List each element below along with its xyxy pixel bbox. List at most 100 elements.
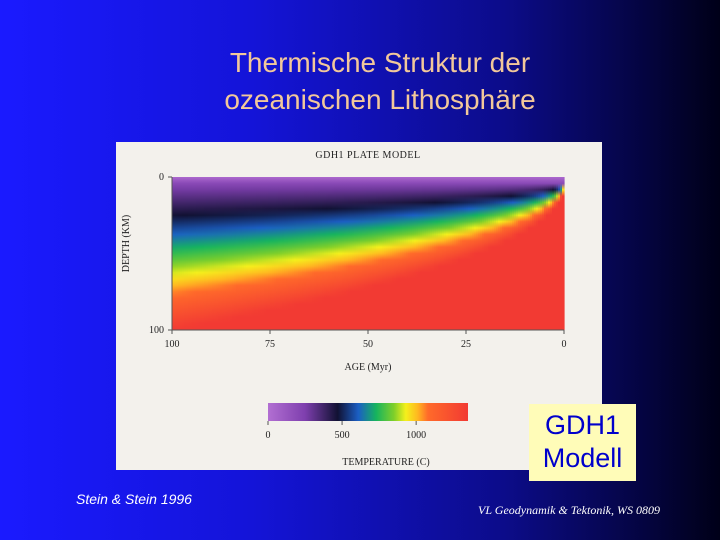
heatmap-column (450, 177, 453, 330)
heatmap-column (314, 177, 317, 330)
heatmap-column (384, 177, 387, 330)
heatmap-column (234, 177, 237, 330)
heatmap-column (494, 177, 497, 330)
heatmap-column (382, 177, 385, 330)
heatmap-column (518, 177, 521, 330)
heatmap-column (188, 177, 191, 330)
label-line-2: Modell (542, 443, 623, 473)
heatmap-column (206, 177, 209, 330)
x-tick-label: 50 (363, 339, 373, 350)
heatmap-column (516, 177, 519, 330)
heatmap-column (528, 177, 531, 330)
heatmap-column (344, 177, 347, 330)
heatmap-column (408, 177, 411, 330)
heatmap-column (508, 177, 511, 330)
heatmap-column (406, 177, 409, 330)
heatmap-column (544, 177, 547, 330)
heatmap-column (230, 177, 233, 330)
heatmap-column (546, 177, 549, 330)
heatmap-column (178, 177, 181, 330)
heatmap-column (432, 177, 435, 330)
heatmap-column (536, 177, 539, 330)
heatmap-column (172, 177, 175, 330)
heatmap-column (504, 177, 507, 330)
heatmap-column (458, 177, 461, 330)
heatmap-column (294, 177, 297, 330)
heatmap-column (468, 177, 471, 330)
heatmap-column (180, 177, 183, 330)
heatmap-column (424, 177, 427, 330)
heatmap-column (246, 177, 249, 330)
heatmap-column (482, 177, 485, 330)
gdh1-figure: GDH1 PLATE MODEL 100 75 50 25 0 0 100 AGE (Myr) D… (116, 142, 602, 470)
gdh1-chart: GDH1 PLATE MODEL 100 75 50 25 0 0 100 AGE (Myr) D… (121, 150, 567, 468)
heatmap-column (444, 177, 447, 330)
heatmap-column (502, 177, 505, 330)
heatmap-column (226, 177, 229, 330)
heatmap-column (416, 177, 419, 330)
heatmap-column (356, 177, 359, 330)
heatmap-column (486, 177, 489, 330)
heatmap-column (286, 177, 289, 330)
heatmap-column (254, 177, 257, 330)
heatmap-column (514, 177, 517, 330)
title-line-1: Thermische Struktur der (229, 47, 531, 78)
heatmap-column (184, 177, 187, 330)
heatmap-column (204, 177, 207, 330)
heatmap-column (370, 177, 373, 330)
heatmap-column (252, 177, 255, 330)
heatmap-column (510, 177, 513, 330)
heatmap-column (402, 177, 405, 330)
heatmap-column (176, 177, 179, 330)
heatmap-column (448, 177, 451, 330)
heatmap-column (190, 177, 193, 330)
heatmap-column (268, 177, 271, 330)
heatmap-column (412, 177, 415, 330)
heatmap-column (328, 177, 331, 330)
heatmap-column (200, 177, 203, 330)
course-footer: VL Geodynamik & Tektonik, WS 0809 (478, 503, 660, 517)
heatmap-column (376, 177, 379, 330)
heatmap-column (256, 177, 259, 330)
heatmap-column (466, 177, 469, 330)
heatmap-column (396, 177, 399, 330)
heatmap-column (324, 177, 327, 330)
heatmap-column (280, 177, 283, 330)
heatmap-column (326, 177, 329, 330)
heatmap-column (512, 177, 515, 330)
heatmap-column (522, 177, 525, 330)
x-tick-label: 0 (562, 339, 567, 350)
heatmap-column (278, 177, 281, 330)
heatmap-column (442, 177, 445, 330)
heatmap-column (310, 177, 313, 330)
heatmap-column (456, 177, 459, 330)
heatmap-column (500, 177, 503, 330)
colorbar-label: TEMPERATURE (C) (342, 457, 430, 468)
heatmap-column (484, 177, 487, 330)
heatmap-column (198, 177, 201, 330)
heatmap-column (392, 177, 395, 330)
heatmap-column (350, 177, 353, 330)
heatmap-column (250, 177, 253, 330)
heatmap-column (322, 177, 325, 330)
x-tick-label: 25 (461, 339, 471, 350)
heatmap-column (520, 177, 523, 330)
heatmap-column (394, 177, 397, 330)
heatmap-column (472, 177, 475, 330)
heatmap-column (284, 177, 287, 330)
y-tick-label: 0 (159, 172, 164, 183)
heatmap-column (366, 177, 369, 330)
heatmap-column (270, 177, 273, 330)
colorbar-tick-label: 0 (266, 430, 271, 441)
heatmap-column (454, 177, 457, 330)
heatmap-column (232, 177, 235, 330)
heatmap-column (378, 177, 381, 330)
y-tick-label: 100 (149, 325, 164, 336)
heatmap-column (554, 177, 557, 330)
heatmap-column (174, 177, 177, 330)
y-axis-label: DEPTH (KM) (121, 215, 132, 273)
heatmap-column (524, 177, 527, 330)
heatmap-column (210, 177, 213, 330)
citation: Stein & Stein 1996 (76, 491, 192, 507)
heatmap-column (470, 177, 473, 330)
